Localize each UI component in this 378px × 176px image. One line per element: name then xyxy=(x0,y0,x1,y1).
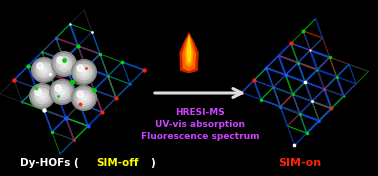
Polygon shape xyxy=(187,38,191,63)
Circle shape xyxy=(77,65,84,71)
Circle shape xyxy=(71,85,97,111)
Circle shape xyxy=(81,95,87,101)
Circle shape xyxy=(78,92,90,104)
Circle shape xyxy=(31,85,53,107)
Text: UV-vis absorption: UV-vis absorption xyxy=(155,120,245,129)
Circle shape xyxy=(36,90,48,102)
Circle shape xyxy=(51,51,77,77)
Circle shape xyxy=(54,84,70,100)
Circle shape xyxy=(29,83,55,109)
Circle shape xyxy=(41,67,47,73)
Text: SIM-on: SIM-on xyxy=(279,158,322,168)
Text: SIM-off: SIM-off xyxy=(96,158,138,168)
Circle shape xyxy=(39,93,45,99)
Text: ): ) xyxy=(151,158,155,168)
Circle shape xyxy=(31,57,57,83)
Circle shape xyxy=(49,79,75,105)
Circle shape xyxy=(77,91,84,97)
Circle shape xyxy=(58,58,70,70)
Circle shape xyxy=(56,86,68,98)
Circle shape xyxy=(71,59,97,85)
Circle shape xyxy=(81,69,87,75)
Circle shape xyxy=(57,57,64,63)
Circle shape xyxy=(76,90,93,106)
Circle shape xyxy=(36,62,53,78)
Circle shape xyxy=(78,66,90,78)
Text: HRESI-MS: HRESI-MS xyxy=(175,108,225,117)
Circle shape xyxy=(56,56,73,73)
Circle shape xyxy=(35,89,41,95)
Circle shape xyxy=(59,89,65,95)
Polygon shape xyxy=(183,35,195,70)
Circle shape xyxy=(55,85,61,91)
Circle shape xyxy=(37,63,43,69)
Circle shape xyxy=(73,87,95,109)
Circle shape xyxy=(73,61,95,83)
Circle shape xyxy=(53,53,75,75)
Circle shape xyxy=(61,61,67,67)
Circle shape xyxy=(33,59,55,81)
Circle shape xyxy=(34,87,50,104)
Text: Dy-HOFs (: Dy-HOFs ( xyxy=(20,158,79,168)
Circle shape xyxy=(76,64,93,80)
Polygon shape xyxy=(185,36,193,66)
Circle shape xyxy=(51,81,73,103)
Text: Fluorescence spectrum: Fluorescence spectrum xyxy=(141,132,259,141)
Polygon shape xyxy=(180,33,198,73)
Circle shape xyxy=(38,64,50,76)
